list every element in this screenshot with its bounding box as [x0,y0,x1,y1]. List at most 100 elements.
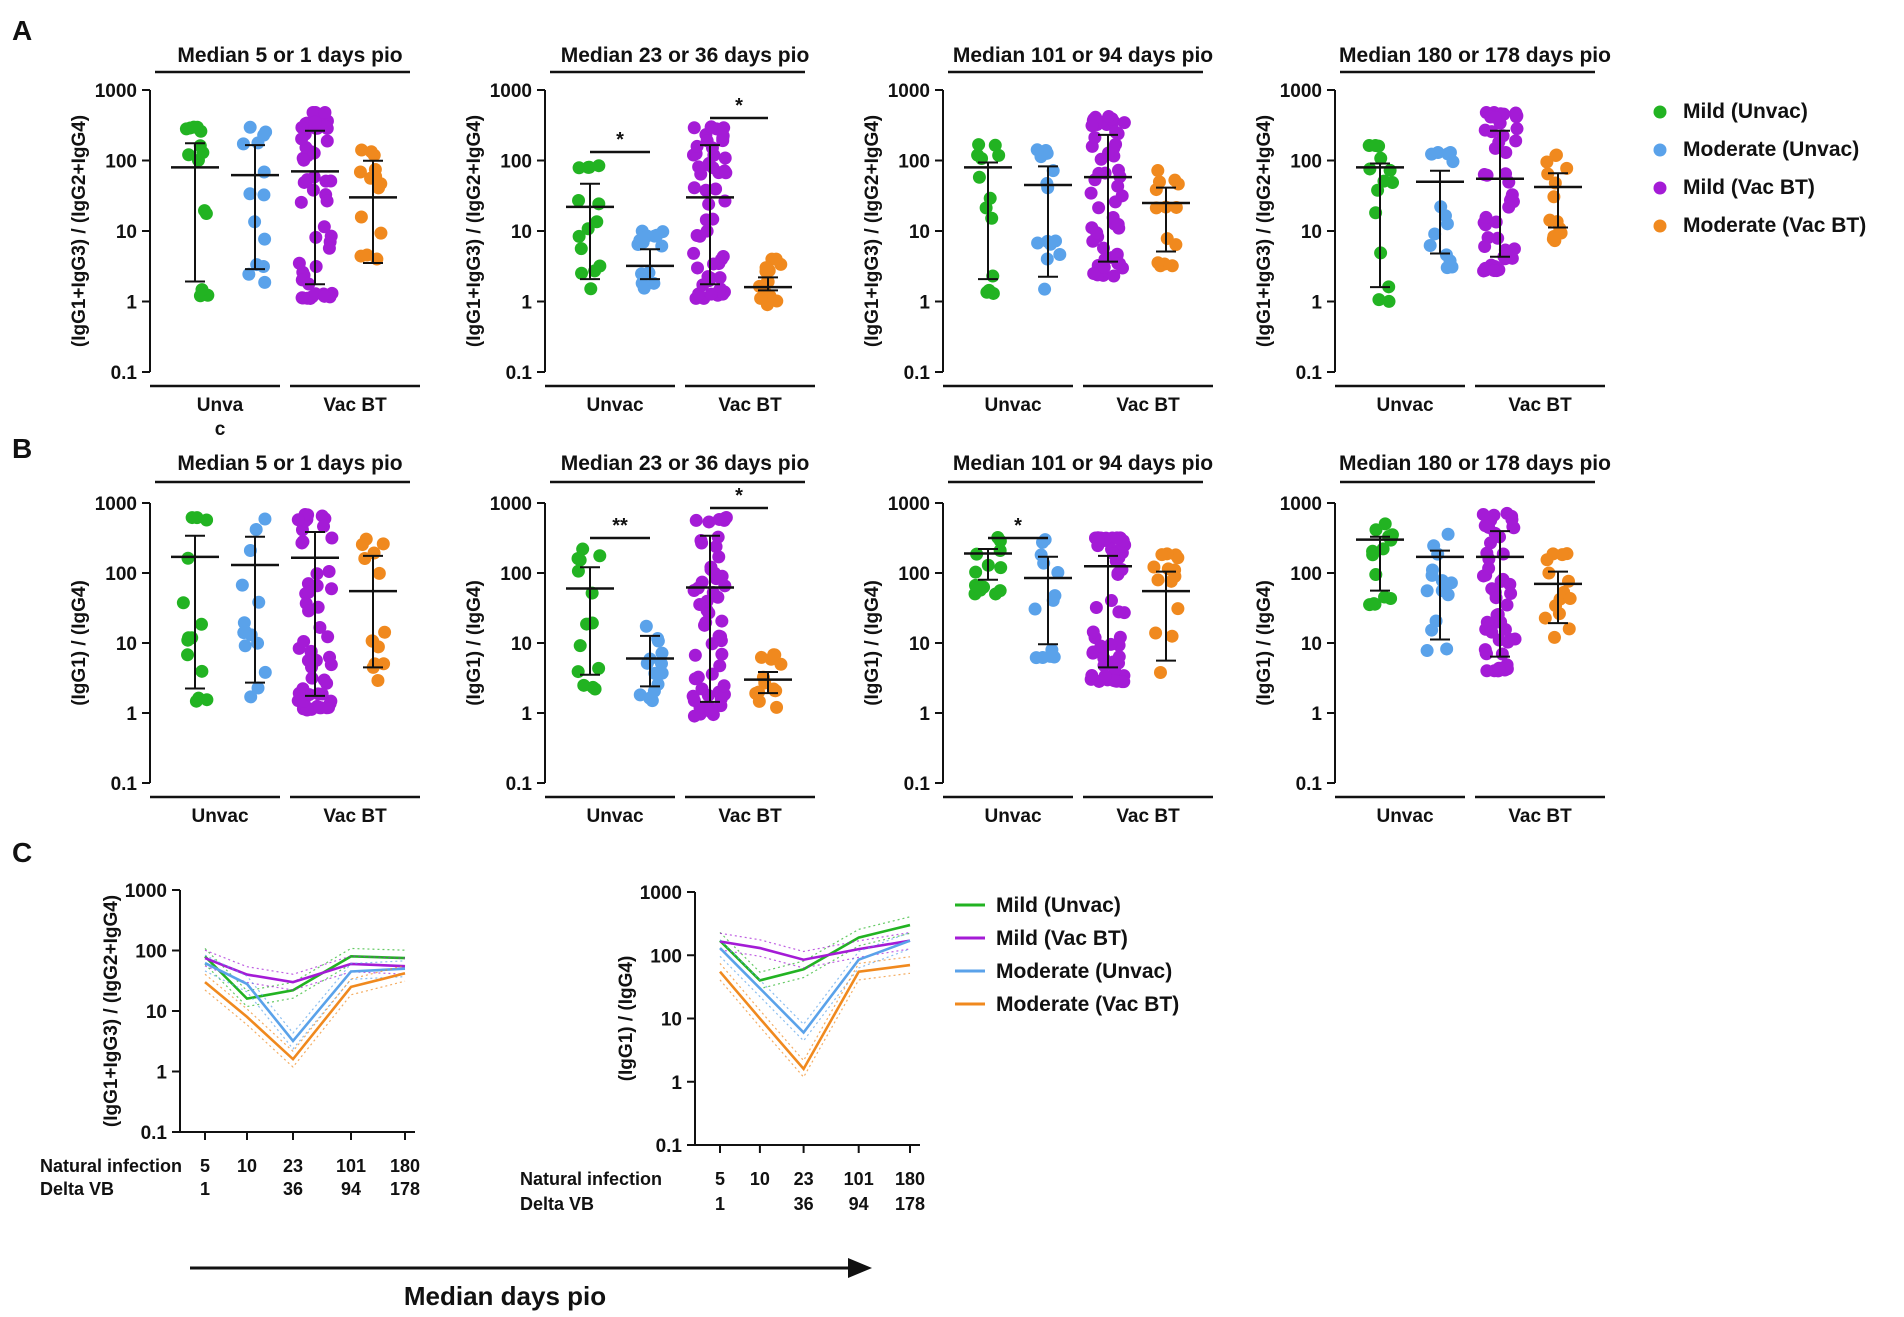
data-point [642,266,656,280]
y-axis-label: (IgG1) / (IgG4) [862,580,883,706]
data-point [297,153,311,167]
legend-label: Mild (Unvac) [1683,100,1808,123]
data-point [1479,647,1493,661]
data-point [292,256,306,270]
data-point [704,287,718,301]
legend-label: Moderate (Unvac) [996,960,1172,983]
panel-title: Median 180 or 178 days pio [1339,44,1611,67]
data-point [575,266,589,280]
data-point [688,672,702,686]
data-point [688,648,702,662]
data-point [189,694,203,708]
legend-label: Mild (Vac BT) [1683,176,1815,199]
data-point [640,229,654,243]
data-point [1112,650,1126,664]
data-point [1112,605,1126,619]
panel-letter: A [12,15,32,46]
x-tick-label: 1 [715,1194,725,1214]
data-point [572,229,586,243]
data-point [1367,597,1381,611]
x-tick-label: 180 [895,1169,925,1189]
group-label: Vac BT [323,806,387,827]
data-point [702,197,716,211]
y-axis-label: (IgG1+IgG3) / (IgG2+IgG4) [464,115,485,347]
y-tick-label: 1000 [1280,81,1322,102]
data-point [1441,588,1455,602]
data-point [1428,227,1442,241]
data-point [317,673,331,687]
data-point [1499,146,1513,160]
data-point [572,193,586,207]
data-point [1427,539,1441,553]
data-point [302,688,316,702]
y-tick-label: 10 [116,634,137,655]
data-point [291,513,305,527]
data-point [1046,164,1060,178]
y-tick-label: 10 [909,222,930,243]
data-point [580,617,594,631]
series-ci-lower [204,970,406,1050]
data-point [1149,201,1163,215]
data-point [322,241,336,255]
data-point [590,215,604,229]
data-point [182,148,196,162]
group-label: Unvac [586,806,643,827]
data-point [325,531,339,545]
y-axis-label: (IgG1+IgG3) / (IgG2+IgG4) [1254,115,1275,347]
legend-label: Mild (Unvac) [996,894,1121,917]
data-point [1505,188,1519,202]
data-point [1382,294,1396,308]
y-tick-label: 0.1 [1296,774,1323,795]
data-point [706,161,720,175]
data-point [637,281,651,295]
data-point [251,636,265,650]
data-point [581,222,595,236]
data-point [656,225,670,239]
data-point [1111,217,1125,231]
data-point [1363,162,1377,176]
group-label: Vac BT [718,806,782,827]
data-point [651,632,665,646]
y-tick-label: 100 [898,152,930,173]
data-point [715,647,729,661]
data-point [687,121,701,135]
data-point [1425,563,1439,577]
data-point [300,173,314,187]
data-point [258,275,272,289]
data-point [1149,626,1163,640]
group-label: Unvac [984,395,1041,416]
data-point [374,226,388,240]
y-tick-label: 1000 [888,494,930,515]
data-point [1028,602,1042,616]
panel-title: Median 5 or 1 days pio [177,44,402,67]
series-ci-upper [719,931,911,953]
scatter-panel-A-1: Median 5 or 1 days pio 0.1 1 10 100 1000(IgG1… [69,44,420,440]
y-tick-label: 1000 [490,494,532,515]
data-point [325,582,339,596]
data-point [1088,131,1102,145]
data-point [315,509,329,523]
y-tick-label: 0.1 [904,774,931,795]
data-point [1485,625,1499,639]
y-tick-label: 0.1 [111,774,138,795]
data-point [1098,669,1112,683]
data-point [308,115,322,129]
data-point [713,659,727,673]
data-point [704,120,718,134]
y-tick-label: 0.1 [506,363,533,384]
data-point [368,163,382,177]
significance-marker: * [735,95,743,117]
group-label: Unvac [1376,395,1433,416]
data-point [1446,155,1460,169]
data-point [592,197,606,211]
data-point [687,246,701,260]
x-tick-label: 1 [200,1179,210,1199]
data-point [655,666,669,680]
legend-c: Mild (Unvac) Mild (Vac BT) Moderate (Unvac… [955,894,1179,1016]
data-point [1488,110,1502,124]
data-point [1038,282,1052,296]
y-tick-label: 10 [511,634,532,655]
data-point [687,709,701,723]
data-point [1563,592,1577,606]
data-point [592,661,606,675]
